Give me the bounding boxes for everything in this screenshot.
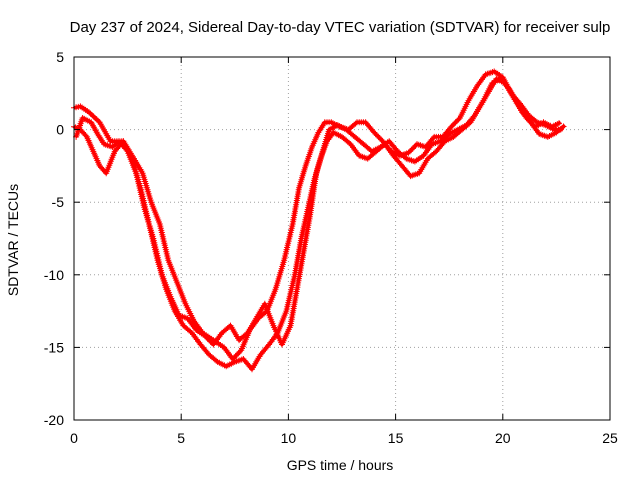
x-tick-label: 20 (495, 430, 511, 446)
y-axis-label: SDTVAR / TECUs (5, 184, 21, 296)
series-1 (71, 68, 564, 362)
x-tick-label: 15 (388, 430, 404, 446)
y-tick-label: -20 (44, 412, 64, 428)
x-tick-label: 0 (70, 430, 78, 446)
plot-frame (73, 56, 611, 421)
plus-markers (73, 75, 562, 348)
x-tick-label: 10 (281, 430, 297, 446)
y-tick-label: -5 (52, 194, 65, 210)
y-tick-label: -15 (44, 339, 64, 355)
chart-title: Day 237 of 2024, Sidereal Day-to-day VTE… (70, 19, 611, 36)
data-series (71, 68, 567, 373)
y-tick-label: 5 (56, 49, 64, 65)
axis-ticks: 0 5 10 15 20 25 -20 -15 -10 -5 0 5 (44, 49, 618, 446)
y-tick-label: -10 (44, 267, 64, 283)
x-axis-label: GPS time / hours (287, 457, 394, 473)
y-tick-label: 0 (56, 122, 64, 138)
x-tick-label: 25 (602, 430, 618, 446)
x-tick-label: 5 (177, 430, 185, 446)
series-3 (73, 75, 562, 348)
